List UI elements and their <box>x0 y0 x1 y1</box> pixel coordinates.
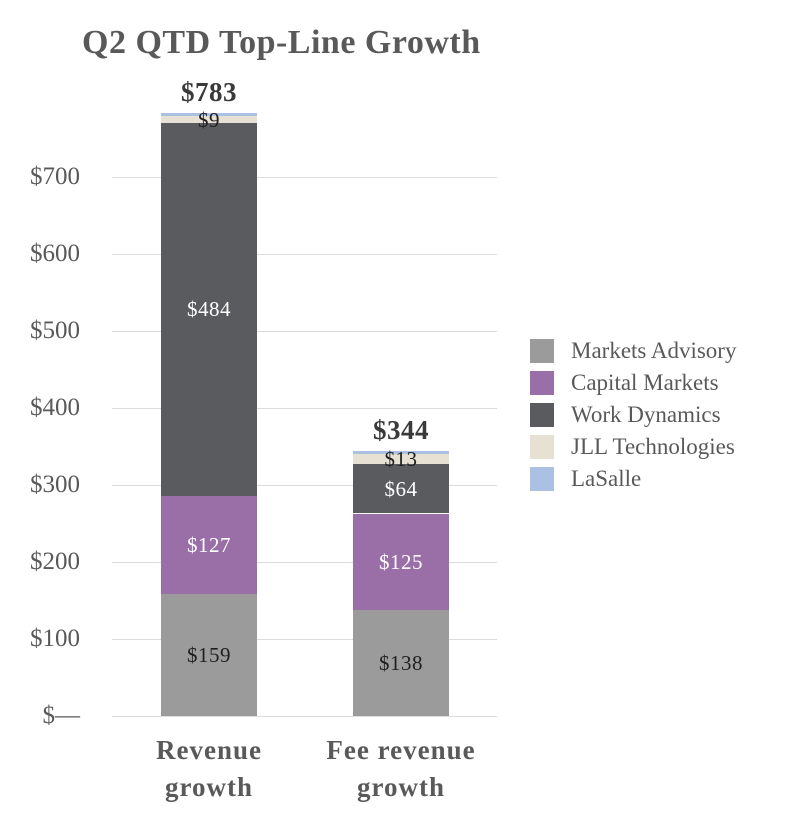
y-tick-label-100: $100 <box>30 625 80 652</box>
bar-segment-work-dynamics <box>161 123 257 496</box>
bar-segment-capital-markets <box>161 495 257 594</box>
category-label: Revenue growth <box>156 735 262 802</box>
category-label: Fee revenue growth <box>326 735 476 802</box>
legend-label-lasalle: LaSalle <box>571 466 642 491</box>
legend-item-markets-advisory: Markets Advisory <box>530 338 736 364</box>
segment-value-label: $9 <box>198 107 220 132</box>
bar-segment-capital-markets <box>353 513 449 610</box>
bar-segment-jll-technologies <box>353 454 449 465</box>
segment-value-label: $13 <box>384 447 418 472</box>
bar-total-label: $783 <box>181 77 237 108</box>
legend-swatch-lasalle <box>530 467 554 491</box>
y-tick-label-200: $200 <box>30 548 80 575</box>
y-tick-label-0: $— <box>42 702 81 729</box>
legend-label-capital-markets: Capital Markets <box>571 370 719 395</box>
y-tick-label-400: $400 <box>30 394 80 421</box>
legend-item-work-dynamics: Work Dynamics <box>530 402 721 428</box>
gridline-300 <box>112 485 497 486</box>
bar-segment-jll-technologies <box>161 116 257 124</box>
bar-segment-lasalle <box>353 451 449 455</box>
bar-segment-markets-advisory <box>353 609 449 716</box>
legend-item-capital-markets: Capital Markets <box>530 370 719 396</box>
legend-swatch-markets-advisory <box>530 339 554 363</box>
gridline-700 <box>112 177 497 178</box>
segment-value-label: $138 <box>379 650 423 675</box>
y-tick-label-600: $600 <box>30 240 80 267</box>
gridline-400 <box>112 408 497 409</box>
segment-value-label: $159 <box>187 642 231 667</box>
bar-segment-lasalle <box>161 113 257 117</box>
gridline-200 <box>112 562 497 563</box>
bar-segment-work-dynamics <box>353 464 449 514</box>
gridline-500 <box>112 331 497 332</box>
legend-swatch-capital-markets <box>530 371 554 395</box>
legend-label-markets-advisory: Markets Advisory <box>571 338 737 363</box>
gridline-600 <box>112 254 497 255</box>
legend-label-work-dynamics: Work Dynamics <box>571 402 721 427</box>
legend-swatch-jll-technologies <box>530 435 554 459</box>
segment-value-label: $64 <box>384 476 418 501</box>
bar-segment-markets-advisory <box>161 593 257 716</box>
chart-title: Q2 QTD Top-Line Growth <box>82 24 481 61</box>
bar-total-label: $344 <box>373 415 429 446</box>
segment-value-label: $484 <box>187 297 231 322</box>
legend-item-jll-technologies: JLL Technologies <box>530 434 735 460</box>
gridline-100 <box>112 639 497 640</box>
y-tick-label-300: $300 <box>30 471 80 498</box>
gridline-0 <box>112 716 497 717</box>
segment-value-label: $125 <box>379 549 423 574</box>
legend-swatch-work-dynamics <box>530 403 554 427</box>
y-tick-label-700: $700 <box>30 163 80 190</box>
y-tick-label-500: $500 <box>30 317 80 344</box>
legend-label-jll-technologies: JLL Technologies <box>571 434 735 459</box>
legend-item-lasalle: LaSalle <box>530 466 641 492</box>
segment-value-label: $127 <box>187 532 231 557</box>
